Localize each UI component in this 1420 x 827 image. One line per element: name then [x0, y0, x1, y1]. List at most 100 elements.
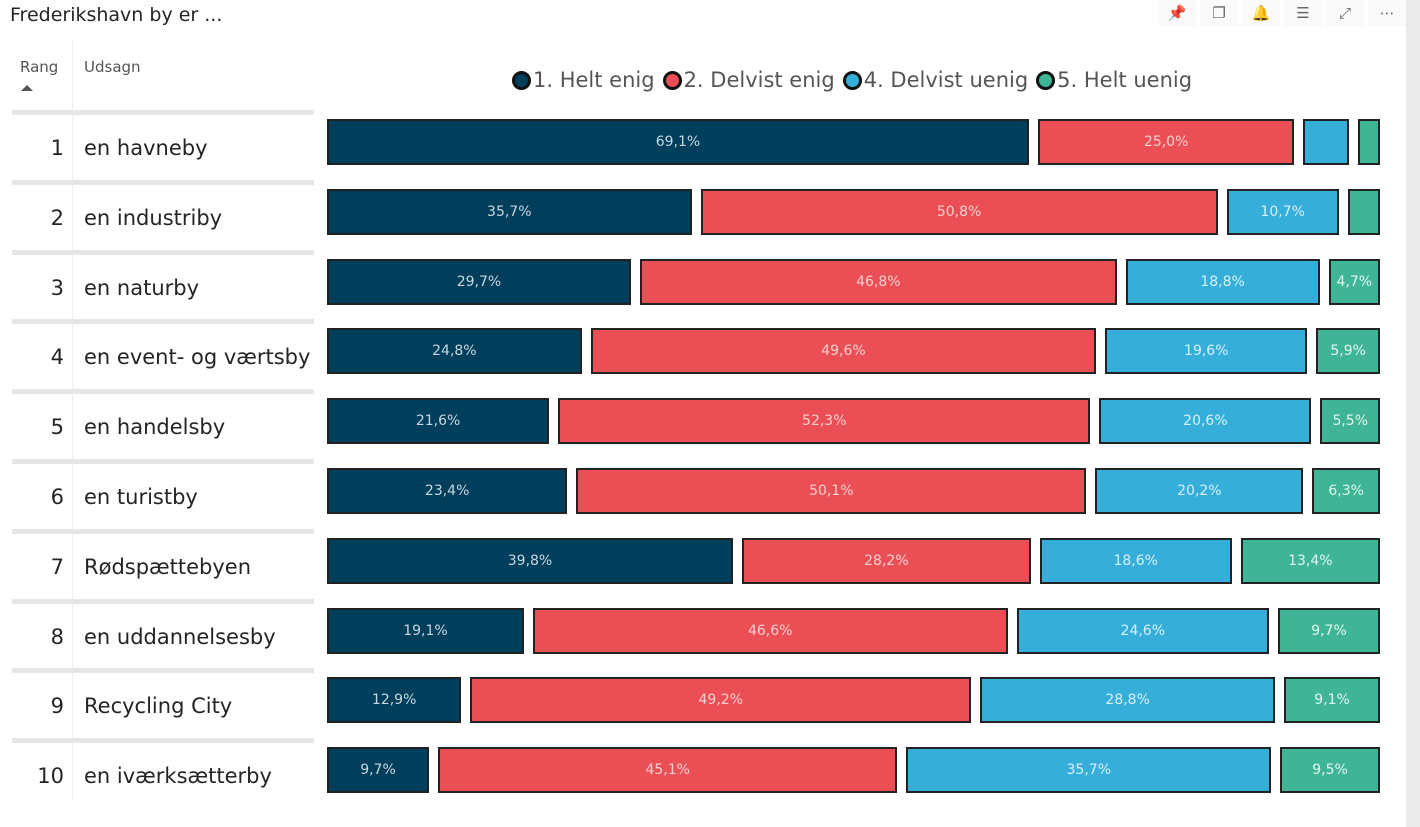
rank-cell: 5 — [50, 415, 64, 440]
bar-segment----delvist-uenig[interactable]: 20,2% — [1095, 468, 1304, 514]
table-row[interactable]: 9 Recycling City 12,9% 49,2% 28,8% 9,1% — [12, 668, 1382, 738]
data-label: 21,6% — [415, 413, 461, 430]
bar-segment----helt-enig[interactable]: 69,1% — [327, 119, 1029, 165]
table-row[interactable]: 2 en industriby 35,7% 50,8% 10,7% — [12, 179, 1382, 250]
bar-segment----delvist-uenig[interactable]: 20,6% — [1099, 398, 1312, 445]
bar-segment----delvist-uenig[interactable]: 19,6% — [1105, 328, 1308, 375]
column-header-rank[interactable]: Rang — [20, 58, 59, 76]
bar-segment----helt-uenig[interactable] — [1357, 119, 1380, 165]
data-label: 45,1% — [645, 762, 690, 779]
data-label: 35,7% — [1066, 762, 1111, 779]
bar-segment----helt-enig[interactable]: 21,6% — [327, 398, 550, 445]
bar-segment----delvist-enig[interactable]: 46,6% — [532, 607, 1008, 654]
data-label: 4,7% — [1336, 273, 1373, 290]
copy-icon[interactable]: ❐ — [1200, 0, 1238, 26]
bell-icon[interactable]: 🔔 — [1242, 0, 1280, 26]
rank-cell: 6 — [50, 485, 64, 509]
legend-item[interactable]: 1. Helt enig — [512, 68, 655, 92]
data-label: 35,7% — [487, 203, 532, 220]
bar-segment----delvist-enig[interactable]: 28,2% — [741, 537, 1031, 584]
legend-item[interactable]: 2. Delvist enig — [662, 68, 835, 92]
bar-segment----helt-enig[interactable]: 35,7% — [327, 188, 692, 235]
bar-segment----delvist-enig[interactable]: 50,8% — [700, 188, 1218, 235]
table-row[interactable]: 5 en handelsby 21,6% 52,3% 20,6% 5,5% — [12, 389, 1382, 459]
table-row[interactable]: 7 Rødspættebyen 39,8% 28,2% 18,6% 13,4% — [12, 528, 1382, 599]
bar-segment----delvist-uenig[interactable]: 35,7% — [906, 747, 1272, 794]
bar-segment----helt-uenig[interactable]: 9,7% — [1278, 607, 1380, 654]
legend-marker-icon — [842, 70, 862, 90]
statement-cell: en naturby — [84, 275, 200, 300]
table-row[interactable]: 4 en event- og værtsby 24,8% 49,6% 19,6% 5,9% — [12, 319, 1382, 389]
data-label: 39,8% — [507, 552, 553, 569]
bar-segment----helt-uenig[interactable]: 13,4% — [1240, 537, 1380, 584]
bar-segment----delvist-uenig[interactable]: 10,7% — [1226, 188, 1339, 235]
row-separator — [12, 668, 314, 674]
bar-segment----helt-enig[interactable]: 39,8% — [327, 537, 733, 584]
bar-segment----helt-enig[interactable]: 23,4% — [327, 468, 568, 514]
data-label: 49,2% — [698, 692, 743, 709]
statement-cell: en industriby — [84, 205, 223, 230]
row-separator — [12, 319, 314, 325]
bar-segment----delvist-uenig[interactable]: 24,6% — [1016, 607, 1270, 654]
data-label: 69,1% — [655, 134, 701, 150]
data-label: 18,8% — [1200, 273, 1245, 290]
table-row[interactable]: 8 en uddannelsesby 19,1% 46,6% 24,6% 9,7% — [12, 598, 1382, 669]
rank-cell: 9 — [50, 694, 64, 719]
more-options-icon[interactable]: ⋯ — [1368, 0, 1406, 26]
bar-segment----helt-uenig[interactable]: 9,1% — [1284, 677, 1380, 724]
focus-mode-icon[interactable]: ⤢ — [1326, 0, 1364, 26]
table-row[interactable]: 3 en naturby 29,7% 46,8% 18,8% 4,7% — [12, 249, 1382, 320]
table-row[interactable]: 6 en turistby 23,4% 50,1% 20,2% 6,3% — [12, 459, 1382, 529]
bar-segment----helt-uenig[interactable]: 6,3% — [1312, 468, 1380, 514]
data-label: 52,3% — [802, 413, 847, 430]
visual-header-toolbar: 📌 ❐ 🔔 ☰ ⤢ ⋯ — [1158, 0, 1406, 26]
bar-segment----helt-uenig[interactable] — [1347, 188, 1380, 235]
bar-segment----delvist-enig[interactable]: 52,3% — [558, 398, 1091, 445]
bar-segment----helt-uenig[interactable]: 5,5% — [1320, 398, 1380, 445]
bar-segment----helt-enig[interactable]: 12,9% — [327, 677, 462, 724]
rank-cell: 3 — [50, 275, 64, 300]
column-header-statement[interactable]: Udsagn — [84, 58, 141, 76]
rank-cell: 1 — [50, 136, 64, 160]
sort-ascending-icon[interactable] — [21, 85, 33, 91]
statement-cell: Recycling City — [84, 694, 233, 719]
data-label: 28,8% — [1105, 692, 1150, 709]
statement-cell: en handelsby — [84, 415, 226, 440]
data-label: 20,2% — [1177, 483, 1222, 499]
table-row[interactable]: 1 en havneby 69,1% 25,0% — [12, 110, 1382, 180]
bar-segment----helt-enig[interactable]: 24,8% — [327, 328, 582, 375]
bar-segment----delvist-uenig[interactable]: 28,8% — [980, 677, 1276, 724]
legend-label: 1. Helt enig — [533, 68, 655, 92]
bar-segment----delvist-enig[interactable]: 50,1% — [576, 468, 1087, 514]
data-label: 9,5% — [1312, 762, 1348, 779]
statement-cell: Rødspættebyen — [84, 554, 252, 579]
data-label: 6,3% — [1328, 483, 1364, 499]
filter-icon[interactable]: ☰ — [1284, 0, 1322, 26]
bar-segment----helt-uenig[interactable]: 9,5% — [1280, 747, 1380, 794]
bar-segment----delvist-enig[interactable]: 45,1% — [437, 747, 898, 794]
bar-segment----delvist-enig[interactable]: 46,8% — [639, 258, 1117, 305]
data-label: 13,4% — [1288, 552, 1333, 569]
legend-marker-icon — [662, 70, 682, 90]
rank-cell: 7 — [50, 554, 64, 579]
bar-segment----helt-enig[interactable]: 19,1% — [327, 607, 524, 654]
legend-item[interactable]: 4. Delvist uenig — [842, 68, 1028, 92]
table-row[interactable]: 10 en iværksætterby 9,7% 45,1% 35,7% 9,5% — [12, 738, 1382, 808]
bar-segment----helt-enig[interactable]: 9,7% — [327, 747, 429, 794]
legend-item[interactable]: 5. Helt uenig — [1036, 68, 1192, 92]
pin-icon[interactable]: 📌 — [1158, 0, 1196, 26]
row-separator — [12, 738, 314, 744]
bar-segment----delvist-enig[interactable]: 49,2% — [470, 677, 972, 724]
bar-segment----delvist-uenig[interactable] — [1303, 119, 1349, 165]
chart-legend: 1. Helt enig 2. Delvist enig 4. Delvist ue… — [512, 68, 1192, 92]
bar-segment----delvist-uenig[interactable]: 18,8% — [1125, 258, 1320, 305]
bar-segment----helt-enig[interactable]: 29,7% — [327, 258, 631, 305]
bar-segment----delvist-enig[interactable]: 25,0% — [1037, 119, 1295, 165]
bar-segment----delvist-enig[interactable]: 49,6% — [590, 328, 1097, 375]
bar-segment----helt-uenig[interactable]: 5,9% — [1316, 328, 1381, 375]
stacked-bar: 12,9% 49,2% 28,8% 9,1% — [327, 677, 1380, 724]
bar-segment----helt-uenig[interactable]: 4,7% — [1328, 258, 1380, 305]
statement-cell: en uddannelsesby — [84, 624, 276, 649]
bar-segment----delvist-uenig[interactable]: 18,6% — [1039, 537, 1232, 584]
